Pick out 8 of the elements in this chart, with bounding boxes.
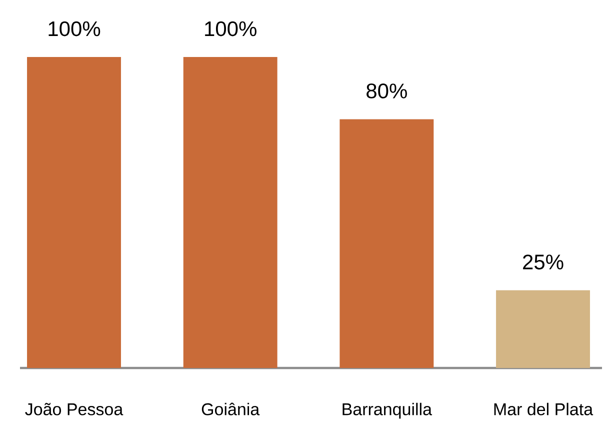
x-tick-label: Goiânia	[202, 402, 260, 416]
x-tick-label: Barranquilla	[342, 402, 432, 419]
x-tick-label: João Pessoa	[25, 402, 124, 416]
data-label: 80%	[366, 84, 407, 98]
x-tick-label: Mar del Plata	[494, 402, 594, 416]
data-label: 100%	[48, 21, 100, 36]
data-label: 25%	[523, 254, 564, 270]
data-label: 100%	[205, 21, 256, 36]
